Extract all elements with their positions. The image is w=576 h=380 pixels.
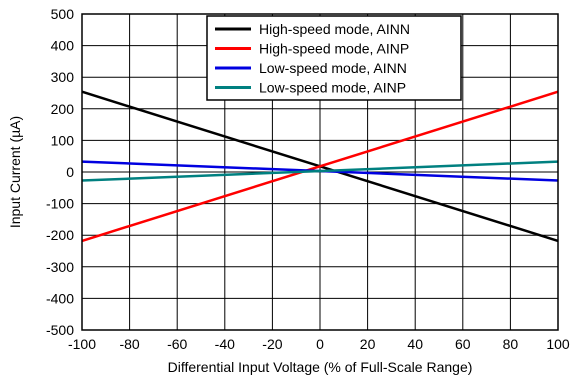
- series-lines: [81, 90, 559, 243]
- x-tick-label: -60: [167, 336, 187, 352]
- x-axis-title: Differential Input Voltage (% of Full-Sc…: [168, 359, 473, 375]
- x-tick-label: 80: [503, 336, 519, 352]
- legend-label: High-speed mode, AINP: [259, 41, 409, 57]
- x-tick-label: -20: [262, 336, 282, 352]
- y-tick-label: 300: [51, 69, 75, 85]
- y-tick-labels: -500 -400 -300 -200 -100 0 100 200 300 400 500: [46, 6, 74, 338]
- plot-frame: [81, 13, 559, 331]
- x-tick-labels: -100 -80 -60 -40 -20 0 20 40 60 80 100: [68, 336, 570, 352]
- x-tick-label: 0: [316, 336, 324, 352]
- y-tick-label: 100: [51, 132, 75, 148]
- y-tick-label: 400: [51, 38, 75, 54]
- legend-label: High-speed mode, AINN: [259, 21, 410, 37]
- legend-label: Low-speed mode, AINN: [259, 60, 407, 76]
- x-tick-label: -40: [215, 336, 235, 352]
- legend: High-speed mode, AINN High-speed mode, AI…: [206, 15, 462, 101]
- y-tick-label: 0: [66, 164, 74, 180]
- x-tick-label: 100: [546, 336, 570, 352]
- series-line-4: [81, 160, 559, 182]
- x-tick-label: 40: [407, 336, 423, 352]
- y-tick-label: -100: [46, 196, 74, 212]
- y-axis-title: Input Current (µA): [7, 116, 23, 228]
- x-tick-label: 20: [360, 336, 376, 352]
- y-tick-label: -200: [46, 227, 74, 243]
- y-tick-label: -300: [46, 259, 74, 275]
- legend-label: Low-speed mode, AINP: [259, 80, 406, 96]
- y-tick-label: 200: [51, 101, 75, 117]
- y-tick-label: 500: [51, 6, 75, 22]
- y-tick-label: -400: [46, 290, 74, 306]
- x-tick-label: -80: [119, 336, 139, 352]
- x-tick-label: 60: [455, 336, 471, 352]
- x-tick-label: -100: [68, 336, 96, 352]
- y-tick-label: -500: [46, 322, 74, 338]
- series-line-2: [81, 90, 559, 243]
